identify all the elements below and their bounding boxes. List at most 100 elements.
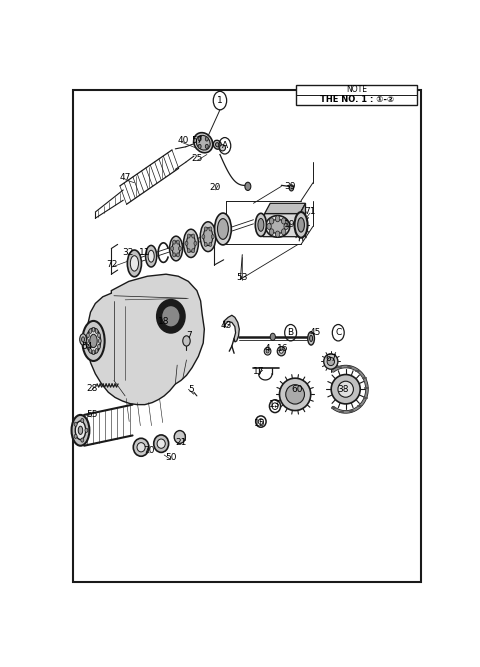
Ellipse shape: [92, 327, 95, 332]
Circle shape: [209, 242, 212, 247]
Text: 17: 17: [253, 367, 265, 376]
Ellipse shape: [217, 219, 228, 239]
Ellipse shape: [86, 328, 100, 354]
Ellipse shape: [200, 222, 216, 251]
Ellipse shape: [213, 140, 221, 149]
Text: 32: 32: [122, 247, 133, 257]
Ellipse shape: [286, 385, 304, 404]
Text: 18: 18: [157, 317, 169, 326]
Ellipse shape: [75, 421, 85, 440]
Ellipse shape: [219, 145, 226, 151]
Text: 1: 1: [217, 96, 223, 105]
Ellipse shape: [266, 350, 269, 353]
Circle shape: [194, 241, 197, 245]
Ellipse shape: [215, 213, 231, 245]
Text: 55: 55: [86, 410, 97, 420]
Ellipse shape: [89, 329, 92, 334]
Text: 11: 11: [139, 247, 151, 257]
Text: 20: 20: [210, 183, 221, 192]
Ellipse shape: [258, 219, 264, 231]
Text: 60: 60: [291, 385, 303, 394]
Ellipse shape: [145, 245, 156, 267]
Ellipse shape: [83, 321, 105, 361]
Ellipse shape: [157, 300, 184, 332]
Circle shape: [81, 418, 84, 423]
Text: NOTE: NOTE: [346, 85, 367, 94]
Ellipse shape: [89, 348, 92, 353]
Ellipse shape: [97, 344, 100, 349]
Ellipse shape: [82, 337, 84, 342]
Text: 38: 38: [338, 385, 349, 394]
Text: 5: 5: [188, 385, 194, 394]
Circle shape: [276, 215, 280, 222]
Circle shape: [209, 227, 212, 231]
Text: 47: 47: [120, 173, 131, 182]
Text: 43: 43: [221, 321, 232, 329]
Circle shape: [198, 144, 201, 149]
Text: B: B: [288, 328, 294, 338]
Text: 45: 45: [309, 328, 321, 338]
Text: 70: 70: [144, 446, 155, 456]
Ellipse shape: [86, 339, 88, 344]
Circle shape: [269, 229, 274, 235]
Ellipse shape: [98, 339, 101, 344]
Ellipse shape: [265, 215, 290, 237]
Text: 13: 13: [269, 400, 281, 409]
Circle shape: [85, 428, 88, 432]
Text: A: A: [222, 141, 228, 150]
Circle shape: [198, 137, 201, 141]
Ellipse shape: [279, 349, 283, 354]
Text: C: C: [335, 328, 341, 338]
Text: 40: 40: [177, 136, 189, 145]
Ellipse shape: [264, 348, 271, 355]
Ellipse shape: [295, 212, 308, 237]
Circle shape: [177, 253, 180, 257]
Ellipse shape: [148, 250, 154, 262]
Text: 25: 25: [191, 154, 203, 163]
Polygon shape: [224, 315, 240, 342]
Ellipse shape: [137, 443, 145, 452]
Text: 57: 57: [191, 136, 203, 145]
Circle shape: [173, 253, 176, 257]
Ellipse shape: [78, 426, 83, 434]
Ellipse shape: [90, 334, 97, 348]
Ellipse shape: [277, 347, 286, 356]
Circle shape: [276, 231, 280, 237]
Ellipse shape: [308, 331, 314, 345]
Circle shape: [245, 182, 251, 191]
Ellipse shape: [96, 348, 98, 353]
Ellipse shape: [154, 435, 168, 452]
Polygon shape: [264, 203, 305, 213]
Circle shape: [204, 227, 207, 231]
Circle shape: [74, 422, 77, 426]
Ellipse shape: [130, 255, 139, 271]
Circle shape: [74, 434, 77, 438]
Circle shape: [211, 235, 214, 239]
Circle shape: [187, 249, 190, 253]
Text: 21: 21: [175, 438, 187, 447]
Text: 53: 53: [236, 273, 247, 282]
Ellipse shape: [96, 329, 98, 334]
Text: 54: 54: [81, 342, 93, 351]
Ellipse shape: [324, 354, 338, 370]
Ellipse shape: [327, 358, 335, 366]
Circle shape: [205, 137, 208, 141]
Text: 4: 4: [265, 344, 270, 353]
Ellipse shape: [270, 219, 286, 233]
Text: 39: 39: [284, 182, 296, 191]
Ellipse shape: [87, 333, 89, 338]
Ellipse shape: [196, 135, 210, 150]
Circle shape: [185, 241, 188, 245]
Ellipse shape: [216, 143, 219, 147]
Circle shape: [205, 144, 208, 149]
Circle shape: [173, 240, 176, 244]
Circle shape: [267, 223, 271, 229]
Ellipse shape: [204, 227, 213, 245]
Circle shape: [179, 246, 181, 251]
Ellipse shape: [162, 305, 180, 327]
Polygon shape: [298, 203, 305, 237]
Circle shape: [81, 438, 84, 442]
Ellipse shape: [92, 350, 95, 355]
Circle shape: [281, 218, 286, 224]
Text: 15: 15: [254, 419, 266, 428]
